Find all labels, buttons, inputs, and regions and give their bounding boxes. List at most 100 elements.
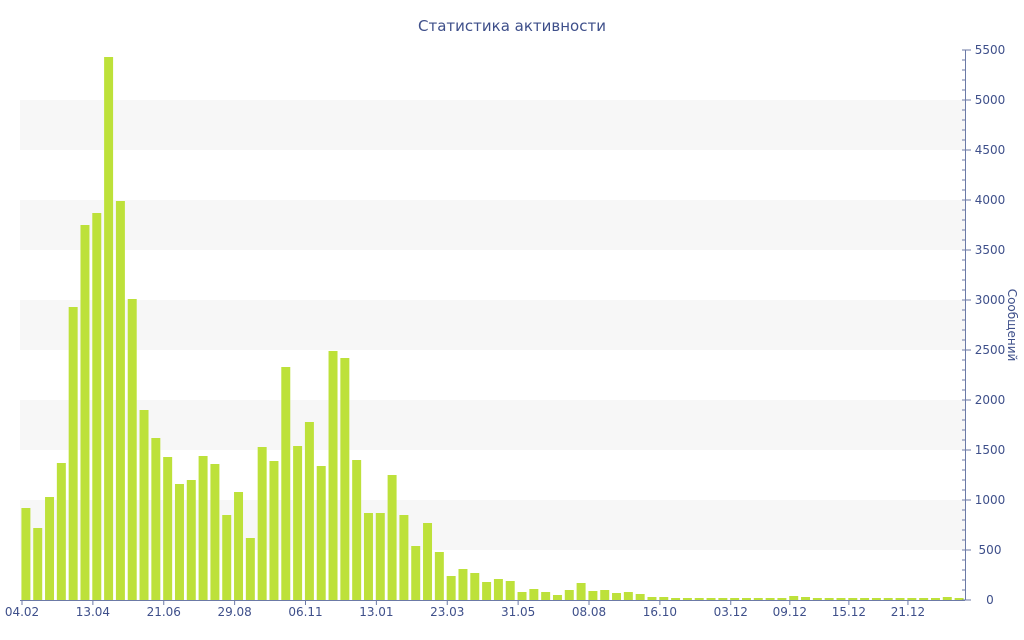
bar bbox=[529, 589, 539, 600]
x-tick-label: 21.12 bbox=[891, 605, 925, 619]
bar bbox=[517, 592, 527, 600]
bar bbox=[860, 598, 870, 600]
bar bbox=[163, 457, 173, 600]
bar bbox=[174, 484, 184, 600]
bar bbox=[848, 598, 858, 600]
grid-band bbox=[20, 200, 965, 250]
x-tick-label: 15.12 bbox=[832, 605, 866, 619]
x-tick-label: 16.10 bbox=[643, 605, 677, 619]
bar bbox=[753, 598, 763, 600]
bar bbox=[411, 546, 421, 600]
bar bbox=[505, 581, 515, 600]
bar bbox=[883, 598, 893, 600]
bar bbox=[257, 447, 267, 600]
x-tick-label: 23.03 bbox=[430, 605, 464, 619]
bar bbox=[801, 597, 811, 600]
bar bbox=[730, 598, 740, 600]
y-tick-label: 1500 bbox=[975, 443, 1006, 457]
bar bbox=[115, 201, 125, 600]
x-tick-label: 13.04 bbox=[76, 605, 110, 619]
bar bbox=[104, 57, 114, 600]
bar bbox=[80, 225, 90, 600]
bar bbox=[635, 594, 645, 600]
bar bbox=[222, 515, 232, 600]
bar bbox=[139, 410, 149, 600]
bar bbox=[765, 598, 775, 600]
y-tick-label: 5000 bbox=[975, 93, 1006, 107]
x-tick-label: 04.02 bbox=[5, 605, 39, 619]
x-tick-label: 08.08 bbox=[572, 605, 606, 619]
bar bbox=[942, 597, 952, 600]
bar bbox=[777, 598, 787, 600]
bar bbox=[812, 598, 822, 600]
x-tick-label: 31.05 bbox=[501, 605, 535, 619]
bar bbox=[694, 598, 704, 600]
x-tick-label: 13.01 bbox=[359, 605, 393, 619]
bar bbox=[434, 552, 444, 600]
y-tick-label: 500 bbox=[979, 543, 1002, 557]
bar bbox=[919, 598, 929, 600]
bar bbox=[647, 597, 657, 600]
bar bbox=[387, 475, 397, 600]
grid-band bbox=[20, 300, 965, 350]
bar bbox=[198, 456, 208, 600]
grid-band bbox=[20, 100, 965, 150]
bar bbox=[659, 597, 669, 600]
bar bbox=[458, 569, 468, 600]
bar bbox=[789, 596, 799, 600]
bar bbox=[293, 446, 303, 600]
bar bbox=[824, 598, 834, 600]
bar bbox=[623, 592, 633, 600]
y-tick-label: 0 bbox=[986, 593, 994, 607]
bar bbox=[600, 590, 610, 600]
bar bbox=[56, 463, 66, 600]
bar bbox=[45, 497, 55, 600]
bar bbox=[269, 461, 279, 600]
bar bbox=[493, 579, 503, 600]
chart-title: Статистика активности bbox=[418, 17, 606, 35]
grid-band bbox=[20, 500, 965, 550]
bar bbox=[576, 583, 586, 600]
plot-bands bbox=[20, 100, 965, 550]
bar bbox=[612, 593, 622, 600]
bar bbox=[552, 595, 562, 600]
bar bbox=[470, 573, 480, 600]
x-tick-label: 03.12 bbox=[714, 605, 748, 619]
x-tick-label: 29.08 bbox=[217, 605, 251, 619]
grid-band bbox=[20, 400, 965, 450]
bar bbox=[482, 582, 492, 600]
bar bbox=[304, 422, 314, 600]
y-tick-label: 1000 bbox=[975, 493, 1006, 507]
bar bbox=[895, 598, 905, 600]
bar bbox=[68, 307, 78, 600]
bar bbox=[281, 367, 291, 600]
bar bbox=[151, 438, 161, 600]
bar bbox=[328, 351, 338, 600]
bars-group bbox=[21, 57, 964, 600]
y-tick-label: 2000 bbox=[975, 393, 1006, 407]
bar bbox=[33, 528, 43, 600]
bar bbox=[588, 591, 598, 600]
bar bbox=[564, 590, 574, 600]
bar bbox=[186, 480, 196, 600]
bar bbox=[836, 598, 846, 600]
bar bbox=[541, 592, 551, 600]
bar bbox=[682, 598, 692, 600]
bar bbox=[21, 508, 31, 600]
y-axis: 0 500 1000 1500 2000 2500 3000 3500 4000 4500 5000… bbox=[962, 43, 1005, 607]
y-tick-label: 5500 bbox=[975, 43, 1006, 57]
bar bbox=[234, 492, 244, 600]
bar bbox=[316, 466, 326, 600]
bar bbox=[375, 513, 385, 600]
bar bbox=[930, 598, 940, 600]
bar bbox=[399, 515, 409, 600]
x-tick-label: 21.06 bbox=[147, 605, 181, 619]
y-tick-label: 2500 bbox=[975, 343, 1006, 357]
bar bbox=[127, 299, 137, 600]
bar bbox=[340, 358, 350, 600]
bar bbox=[446, 576, 456, 600]
bar bbox=[706, 598, 716, 600]
x-axis: 04.02 13.04 21.06 29.08 06.11 13.01 23.03 31.05… bbox=[5, 600, 965, 619]
bar bbox=[954, 598, 964, 600]
